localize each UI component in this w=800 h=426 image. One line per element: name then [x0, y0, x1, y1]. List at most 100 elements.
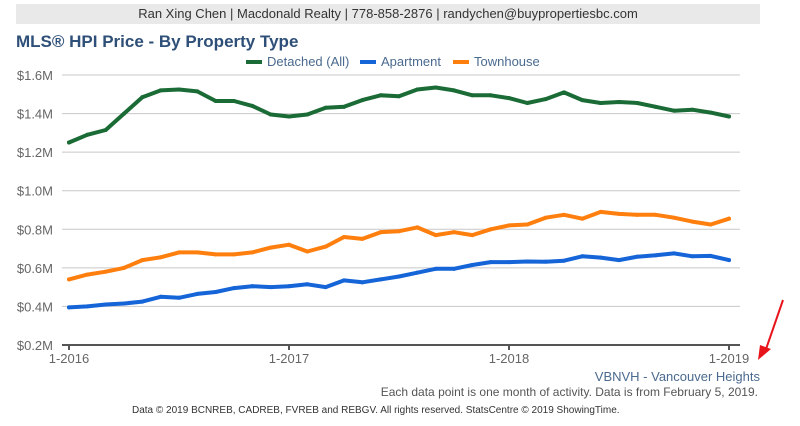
- data-point[interactable]: [672, 108, 676, 113]
- data-point[interactable]: [708, 222, 713, 227]
- data-point[interactable]: [598, 255, 603, 260]
- data-point[interactable]: [562, 90, 566, 95]
- data-point[interactable]: [653, 253, 658, 258]
- data-point[interactable]: [397, 94, 401, 99]
- data-point[interactable]: [213, 252, 218, 257]
- area-name[interactable]: VBNVH - Vancouver Heights: [594, 369, 760, 384]
- data-point[interactable]: [140, 95, 145, 100]
- data-point[interactable]: [305, 249, 310, 254]
- data-point[interactable]: [360, 98, 365, 103]
- data-point[interactable]: [323, 244, 328, 249]
- data-point[interactable]: [452, 88, 456, 93]
- data-point[interactable]: [525, 259, 530, 264]
- data-point[interactable]: [690, 219, 695, 224]
- data-point[interactable]: [140, 299, 145, 304]
- data-point[interactable]: [195, 291, 200, 296]
- data-point[interactable]: [672, 215, 676, 220]
- data-point[interactable]: [635, 212, 640, 217]
- data-point[interactable]: [433, 266, 438, 271]
- data-point[interactable]: [342, 278, 346, 283]
- data-point[interactable]: [378, 230, 383, 235]
- data-point[interactable]: [213, 289, 218, 294]
- data-point[interactable]: [378, 277, 383, 282]
- data-point[interactable]: [433, 233, 438, 238]
- legend-item-apartment[interactable]: Apartment: [360, 53, 441, 71]
- data-point[interactable]: [708, 110, 713, 115]
- data-point[interactable]: [470, 233, 475, 238]
- data-point[interactable]: [690, 254, 695, 259]
- legend-item-townhouse[interactable]: Townhouse: [453, 53, 540, 71]
- data-point[interactable]: [397, 274, 401, 279]
- data-point[interactable]: [507, 260, 511, 265]
- data-point[interactable]: [268, 285, 273, 290]
- data-point[interactable]: [525, 222, 530, 227]
- data-point[interactable]: [488, 227, 493, 232]
- data-point[interactable]: [250, 284, 255, 289]
- data-point[interactable]: [85, 132, 90, 137]
- data-point[interactable]: [708, 253, 713, 258]
- data-point[interactable]: [690, 107, 695, 112]
- data-point[interactable]: [580, 98, 585, 103]
- data-point[interactable]: [580, 254, 585, 259]
- data-point[interactable]: [122, 265, 126, 270]
- data-point[interactable]: [177, 250, 181, 255]
- data-point[interactable]: [67, 277, 71, 282]
- data-point[interactable]: [140, 258, 145, 263]
- data-point[interactable]: [507, 223, 511, 228]
- data-point[interactable]: [727, 258, 731, 263]
- data-point[interactable]: [562, 212, 566, 217]
- data-point[interactable]: [287, 114, 291, 119]
- data-point[interactable]: [195, 89, 200, 94]
- legend-item-detached[interactable]: Detached (All): [246, 53, 349, 71]
- data-point[interactable]: [158, 255, 163, 260]
- data-point[interactable]: [672, 251, 676, 256]
- data-point[interactable]: [103, 127, 108, 132]
- series-line-townhouse[interactable]: [67, 209, 731, 282]
- data-point[interactable]: [122, 111, 126, 116]
- data-point[interactable]: [103, 302, 108, 307]
- data-point[interactable]: [378, 93, 383, 98]
- data-point[interactable]: [250, 103, 255, 108]
- data-point[interactable]: [67, 140, 71, 145]
- data-point[interactable]: [360, 236, 365, 241]
- data-point[interactable]: [415, 270, 420, 275]
- data-point[interactable]: [268, 245, 273, 250]
- data-point[interactable]: [635, 100, 640, 105]
- data-point[interactable]: [470, 93, 475, 98]
- data-point[interactable]: [342, 235, 346, 239]
- data-point[interactable]: [617, 100, 621, 104]
- data-point[interactable]: [177, 87, 181, 92]
- data-point[interactable]: [598, 100, 603, 105]
- data-point[interactable]: [305, 282, 310, 287]
- data-point[interactable]: [543, 215, 548, 220]
- data-point[interactable]: [598, 209, 603, 214]
- data-point[interactable]: [488, 260, 493, 265]
- data-point[interactable]: [653, 104, 658, 109]
- data-point[interactable]: [525, 100, 530, 105]
- data-point[interactable]: [452, 266, 456, 271]
- data-point[interactable]: [158, 294, 163, 299]
- data-point[interactable]: [268, 112, 273, 117]
- data-point[interactable]: [415, 87, 420, 92]
- data-point[interactable]: [433, 85, 438, 90]
- data-point[interactable]: [232, 99, 236, 104]
- data-point[interactable]: [85, 304, 90, 309]
- data-point[interactable]: [195, 250, 200, 255]
- data-point[interactable]: [727, 216, 731, 221]
- data-point[interactable]: [287, 242, 291, 247]
- data-point[interactable]: [122, 301, 126, 306]
- series-line-apartment[interactable]: [67, 251, 731, 310]
- data-point[interactable]: [342, 104, 346, 109]
- data-point[interactable]: [360, 280, 365, 285]
- data-point[interactable]: [67, 305, 71, 310]
- data-point[interactable]: [103, 269, 108, 274]
- data-point[interactable]: [653, 212, 658, 217]
- data-point[interactable]: [635, 254, 640, 259]
- data-point[interactable]: [543, 259, 548, 264]
- data-point[interactable]: [488, 93, 493, 98]
- data-point[interactable]: [415, 225, 420, 230]
- data-point[interactable]: [213, 99, 218, 104]
- data-point[interactable]: [177, 295, 181, 300]
- data-point[interactable]: [232, 286, 236, 291]
- data-point[interactable]: [617, 211, 621, 216]
